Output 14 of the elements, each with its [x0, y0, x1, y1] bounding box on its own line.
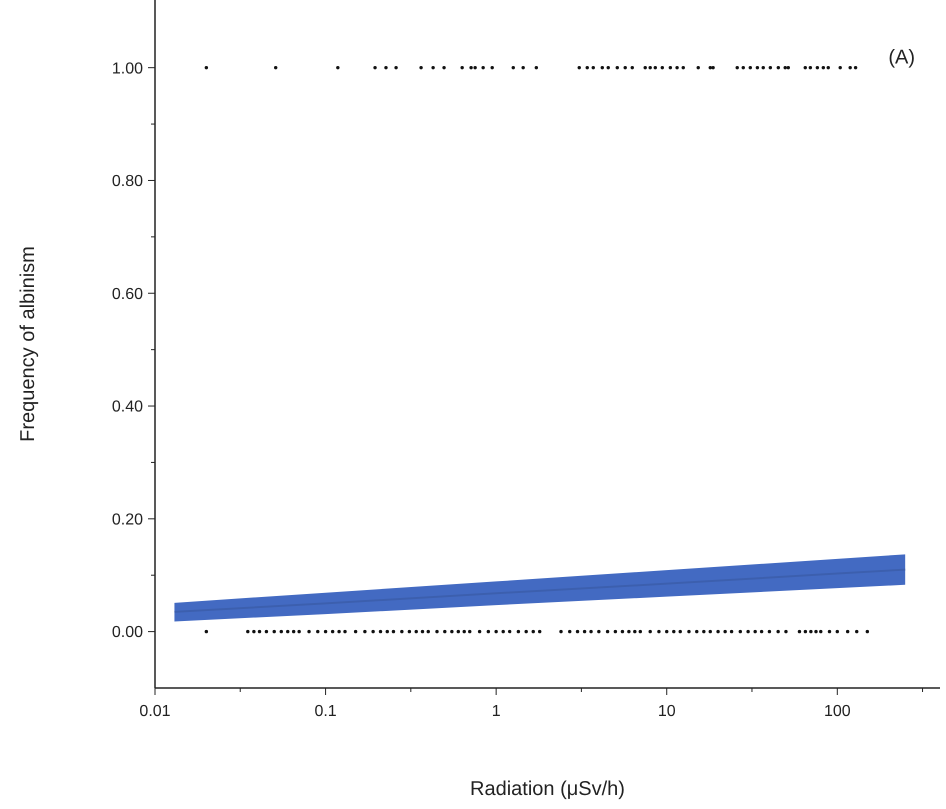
y-tick-label: 0.20: [112, 511, 144, 528]
y-tick-label: 0.40: [112, 398, 144, 416]
annotation: (A): [888, 46, 915, 68]
y-tick-label: 1.00: [112, 60, 144, 78]
x-tick-label: 0.1: [314, 703, 337, 720]
x-tick-label: 1: [492, 703, 501, 720]
x-tick-label: 0.01: [139, 703, 171, 720]
x-axis-title: Radiation (μSv/h): [470, 778, 625, 800]
x-tick-label: 100: [824, 703, 851, 720]
y-tick-label: 0.60: [112, 286, 144, 303]
y-tick-label: 0.00: [112, 624, 144, 642]
y-tick-label: 0.80: [112, 173, 144, 190]
y-axis-title: Frequency of albinism: [17, 246, 39, 442]
x-tick-label: 10: [658, 703, 676, 720]
